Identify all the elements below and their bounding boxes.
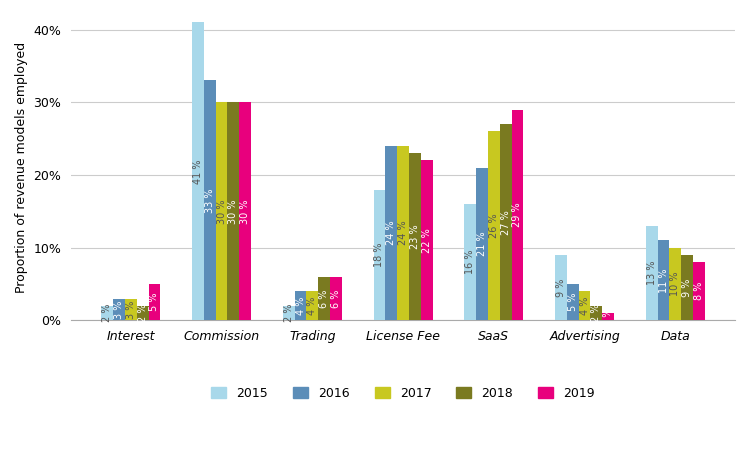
Text: 5 %: 5 % (149, 293, 160, 312)
Text: 8 %: 8 % (694, 282, 704, 300)
Bar (386, 146, 398, 320)
Bar (421, 161, 433, 320)
Text: 3 %: 3 % (114, 300, 124, 318)
Text: 16 %: 16 % (465, 250, 476, 274)
Bar (488, 131, 500, 320)
Text: 2 %: 2 % (137, 304, 148, 322)
Bar (693, 262, 705, 320)
Bar (409, 153, 421, 320)
Text: 29 %: 29 % (512, 202, 523, 227)
Bar (216, 102, 227, 320)
Bar (681, 255, 693, 320)
Bar (136, 306, 148, 320)
Bar (307, 291, 318, 320)
Text: 13 %: 13 % (646, 261, 657, 285)
Bar (125, 298, 136, 320)
Text: 4 %: 4 % (580, 297, 590, 315)
Bar (283, 306, 295, 320)
Bar (567, 284, 579, 320)
Bar (101, 306, 113, 320)
Bar (330, 277, 342, 320)
Bar (579, 291, 590, 320)
Text: 5 %: 5 % (568, 293, 578, 312)
Text: 1 %: 1 % (603, 308, 613, 326)
Text: 27 %: 27 % (501, 210, 511, 235)
Bar (646, 226, 658, 320)
Bar (500, 124, 512, 320)
Bar (590, 306, 602, 320)
Bar (295, 291, 307, 320)
Bar (318, 277, 330, 320)
Bar (658, 240, 670, 320)
Bar (602, 313, 614, 320)
Bar (374, 189, 386, 320)
Bar (512, 110, 524, 320)
Text: 41 %: 41 % (193, 159, 203, 183)
Text: 26 %: 26 % (489, 213, 499, 238)
Text: 18 %: 18 % (374, 243, 385, 267)
Bar (555, 255, 567, 320)
Text: 21 %: 21 % (477, 232, 487, 256)
Text: 6 %: 6 % (331, 289, 341, 308)
Text: 33 %: 33 % (205, 188, 214, 212)
Bar (476, 168, 488, 320)
Text: 30 %: 30 % (228, 199, 238, 223)
Text: 4 %: 4 % (308, 297, 317, 315)
Text: 6 %: 6 % (319, 289, 329, 308)
Text: 2 %: 2 % (284, 304, 294, 322)
Text: 2 %: 2 % (592, 304, 602, 322)
Bar (398, 146, 409, 320)
Text: 30 %: 30 % (240, 199, 250, 223)
Text: 2 %: 2 % (102, 304, 112, 322)
Text: 22 %: 22 % (422, 228, 432, 253)
Bar (670, 248, 681, 320)
Bar (113, 298, 125, 320)
Bar (148, 284, 160, 320)
Y-axis label: Proportion of revenue models employed: Proportion of revenue models employed (15, 42, 28, 293)
Text: 30 %: 30 % (217, 199, 226, 223)
Text: 23 %: 23 % (410, 224, 420, 249)
Bar (227, 102, 239, 320)
Text: 3 %: 3 % (126, 300, 136, 318)
Bar (204, 81, 216, 320)
Bar (239, 102, 251, 320)
Text: 4 %: 4 % (296, 297, 305, 315)
Text: 11 %: 11 % (658, 268, 668, 293)
Text: 9 %: 9 % (682, 278, 692, 297)
Text: 24 %: 24 % (386, 221, 396, 245)
Bar (192, 22, 204, 320)
Legend: 2015, 2016, 2017, 2018, 2019: 2015, 2016, 2017, 2018, 2019 (206, 382, 600, 404)
Text: 10 %: 10 % (670, 272, 680, 296)
Bar (464, 204, 476, 320)
Text: 9 %: 9 % (556, 278, 566, 297)
Text: 24 %: 24 % (398, 221, 408, 245)
